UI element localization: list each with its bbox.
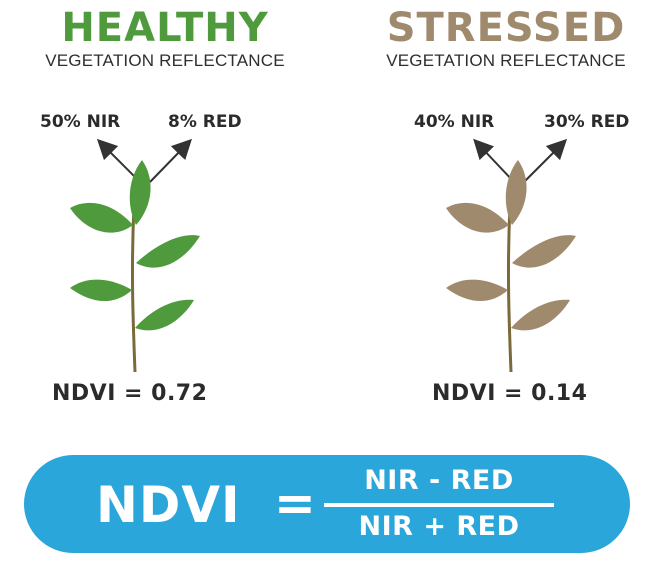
formula-numerator: NIR - RED [364,465,514,496]
formula-equals-sign: = [274,474,316,532]
formula-denominator: NIR + RED [358,511,520,542]
formula-lhs: NDVI [96,476,241,534]
leaf [511,299,570,331]
leaf [446,202,509,233]
stressed-ndvi-value: NDVI = 0.14 [432,381,588,406]
plant-stem [506,204,513,373]
stressed-plant-illustration [446,138,576,373]
stressed-panel: STRESSED VEGETATION REFLECTANCE 40% NIR … [334,0,668,430]
fraction-bar [324,503,554,507]
healthy-title: HEALTHY [61,5,269,51]
stressed-title: STRESSED [386,5,626,51]
leaf [136,235,200,268]
stressed-subtitle: VEGETATION REFLECTANCE [386,51,626,70]
healthy-subtitle: VEGETATION REFLECTANCE [45,51,285,70]
leaf [446,279,508,302]
nir-arrow [473,138,515,183]
healthy-panel: HEALTHY VEGETATION REFLECTANCE 50% NIR 8… [0,0,334,430]
leaf [70,279,132,302]
healthy-ndvi-value: NDVI = 0.72 [52,381,208,406]
stressed-red-label: 30% RED [544,112,630,132]
leaf [70,202,133,233]
plant-stem [130,204,137,373]
healthy-red-label: 8% RED [168,112,242,132]
leaf [512,235,576,268]
red-arrow [149,138,192,183]
leaf [135,299,194,331]
leaf [129,160,151,225]
ndvi-formula-bar: NDVI = NIR - RED NIR + RED [24,455,630,553]
healthy-plant-illustration [70,138,200,373]
leaf [505,160,527,225]
red-arrow [523,138,568,183]
stressed-nir-label: 40% NIR [414,112,495,132]
healthy-nir-label: 50% NIR [40,112,121,132]
